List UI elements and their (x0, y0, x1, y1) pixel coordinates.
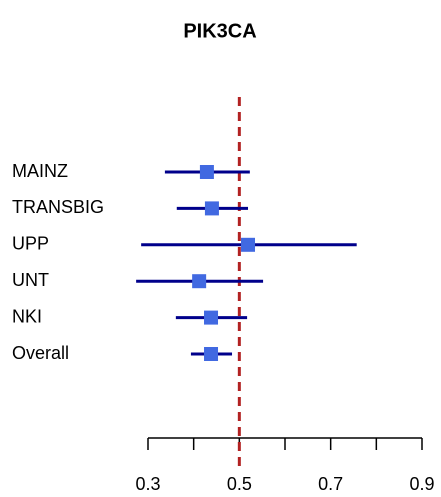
x-tick-label: 0.5 (227, 474, 252, 494)
x-tick-label: 0.7 (318, 474, 343, 494)
point-estimate (241, 237, 256, 252)
point-estimate (204, 347, 219, 361)
row-label: Overall (12, 343, 69, 363)
point-estimate (204, 310, 219, 325)
point-estimate (204, 201, 219, 216)
row-label: MAINZ (12, 161, 68, 181)
x-tick-label: 0.9 (409, 474, 434, 494)
point-estimate (192, 274, 207, 289)
row-label: UNT (12, 270, 49, 290)
chart-title: PIK3CA (183, 20, 256, 42)
row-label: NKI (12, 306, 42, 326)
point-estimate (199, 165, 214, 179)
x-tick-label: 0.3 (135, 474, 160, 494)
row-label: TRANSBIG (12, 197, 104, 217)
row-label: UPP (12, 234, 49, 254)
